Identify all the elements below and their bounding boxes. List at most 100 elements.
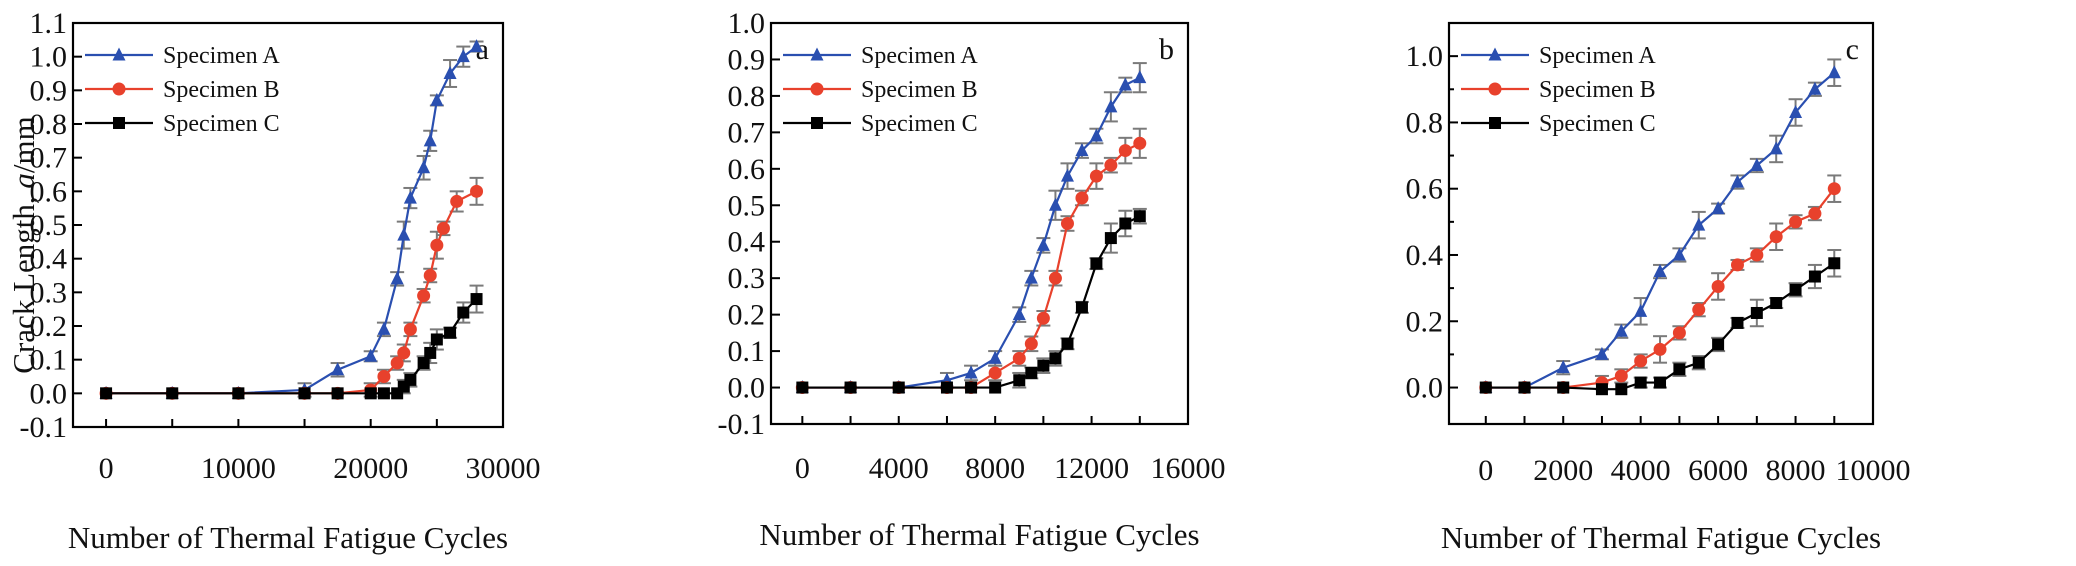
x-tick-label: 16000 <box>1151 452 1226 485</box>
y-tick-label: 0.1 <box>30 344 68 377</box>
data-point-circle <box>1789 215 1803 229</box>
x-tick-label: 30000 <box>466 452 541 485</box>
legend-marker-triangle <box>810 47 824 61</box>
legend-marker-circle <box>1488 82 1502 96</box>
y-tick-label: 0.4 <box>1406 239 1444 272</box>
data-point-triangle <box>1048 197 1062 211</box>
data-point-square <box>1615 383 1628 396</box>
data-point-square <box>1595 383 1608 396</box>
x-axis-title: Number of Thermal Fatigue Cycles <box>1441 520 1881 555</box>
data-point-square <box>1518 381 1531 394</box>
data-point-circle <box>1048 271 1062 285</box>
data-point-triangle <box>1827 65 1841 79</box>
data-point-triangle <box>988 350 1002 364</box>
panel-a: 0 10000 20000 30000-0.10.00.10.20.30.40.50.… <box>20 7 541 555</box>
y-axis-title-prefix: Crack Length, <box>6 189 41 374</box>
x-tick-label: 0 <box>99 452 114 485</box>
data-point-triangle <box>403 190 417 204</box>
y-tick-label: 0.6 <box>30 175 68 208</box>
data-point-triangle <box>1808 81 1822 95</box>
series-specimen-b <box>99 176 484 400</box>
legend: Specimen A Specimen B Specimen C <box>85 43 280 137</box>
data-point-circle <box>390 356 404 370</box>
data-point-circle <box>1653 342 1667 356</box>
data-point-triangle <box>364 348 378 362</box>
series-line <box>1485 71 1835 389</box>
y-tick-label: 1.0 <box>1406 40 1444 73</box>
y-tick-label: 0.4 <box>30 243 68 276</box>
data-point-square <box>1634 376 1647 389</box>
data-point-circle <box>377 370 391 383</box>
data-point-triangle <box>1118 77 1132 91</box>
legend: Specimen A Specimen B Specimen C <box>783 43 978 137</box>
data-point-triangle <box>470 39 484 53</box>
data-point-circle <box>430 238 444 252</box>
data-point-square <box>1808 270 1821 283</box>
data-point-triangle <box>1730 174 1744 188</box>
x-tick-label: 10000 <box>1836 454 1911 487</box>
y-tick-label: 0.3 <box>30 276 68 309</box>
legend-label: Specimen B <box>1539 77 1656 103</box>
data-point-triangle <box>1769 141 1783 155</box>
data-point-circle <box>1614 369 1628 383</box>
y-tick-label: 0.8 <box>30 108 68 141</box>
legend-marker-square <box>113 117 125 129</box>
data-point-circle <box>1133 136 1147 150</box>
data-point-square <box>1692 356 1705 369</box>
series-specimen-c <box>796 207 1147 394</box>
y-tick-label: 1.1 <box>30 7 68 40</box>
legend-label: Specimen A <box>163 43 280 69</box>
data-point-square <box>1090 257 1103 270</box>
data-point-triangle <box>1075 143 1089 157</box>
y-tick-label: 0.2 <box>728 299 766 332</box>
data-point-circle <box>1634 354 1648 368</box>
y-tick-label: 0.2 <box>1406 305 1444 338</box>
legend-label: Specimen A <box>1539 43 1656 69</box>
legend-label: Specimen B <box>861 77 978 103</box>
legend-marker-triangle <box>112 47 126 61</box>
data-point-circle <box>1089 169 1103 183</box>
data-point-square <box>331 387 344 400</box>
x-tick-label: 6000 <box>1688 454 1748 487</box>
data-point-circle <box>417 289 431 303</box>
data-point-circle <box>403 322 417 336</box>
data-point-square <box>298 387 311 400</box>
data-point-square <box>100 387 113 400</box>
data-point-triangle <box>1036 237 1050 251</box>
data-point-triangle <box>1672 247 1686 261</box>
data-point-square <box>892 381 905 394</box>
y-tick-label: -0.1 <box>20 411 68 444</box>
data-point-triangle <box>1104 99 1118 113</box>
y-tick-label: 0.8 <box>1406 106 1444 139</box>
panel-letter: b <box>1159 33 1174 66</box>
data-point-circle <box>1012 351 1026 365</box>
data-point-triangle <box>1024 270 1038 284</box>
data-point-square <box>1673 363 1686 376</box>
x-tick-label: 12000 <box>1054 452 1129 485</box>
data-point-square <box>1770 297 1783 310</box>
data-point-square <box>965 381 978 394</box>
data-point-triangle <box>1789 104 1803 118</box>
legend-marker-square <box>811 117 823 129</box>
data-point-square <box>377 387 390 400</box>
data-point-triangle <box>1711 201 1725 215</box>
data-point-square <box>1828 257 1841 270</box>
x-tick-label: 0 <box>795 452 810 485</box>
data-point-circle <box>1060 217 1074 230</box>
data-point-square <box>844 381 857 394</box>
data-point-triangle <box>1653 264 1667 278</box>
legend-marker-square <box>1489 117 1501 129</box>
data-point-circle <box>1118 144 1132 158</box>
y-axis-title-var: a <box>6 173 41 189</box>
series-specimen-c <box>1479 249 1842 396</box>
data-point-square <box>1013 374 1026 387</box>
data-point-triangle <box>1089 128 1103 142</box>
plot-frame <box>71 21 505 429</box>
y-axis-title: Crack Length, a/mm <box>6 116 41 373</box>
y-tick-label: 0.6 <box>1406 173 1444 206</box>
data-point-triangle <box>1634 303 1648 317</box>
data-point-square <box>424 346 437 359</box>
legend-label: Specimen C <box>861 111 978 137</box>
data-point-triangle <box>1595 346 1609 360</box>
